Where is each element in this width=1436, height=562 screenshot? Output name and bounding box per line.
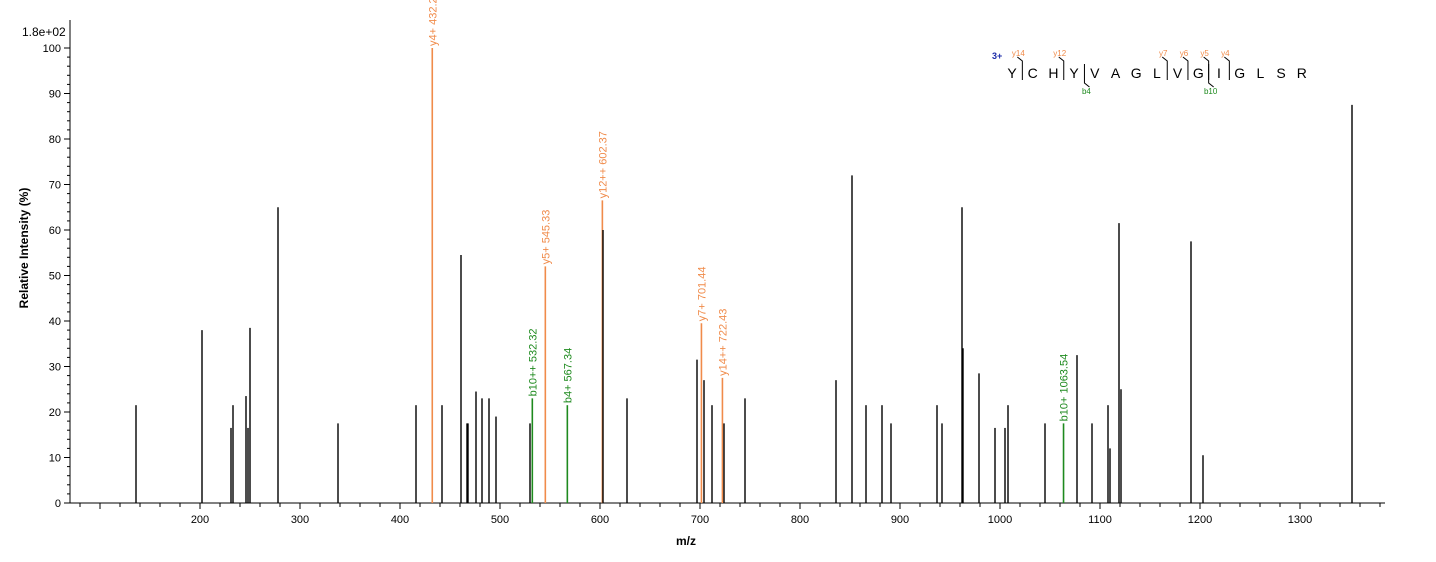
x-tick-label: 400 [391, 514, 409, 526]
x-tick-label: 200 [191, 514, 209, 526]
y-ion-peak-label: y5+ 545.33 [540, 210, 552, 265]
sequence-residue: A [1111, 65, 1121, 81]
b-ion-peak-label: b10+ 1063.54 [1059, 354, 1071, 422]
y-fragment-bracket [1161, 56, 1168, 80]
y-tick-label: 20 [49, 407, 61, 419]
y-tick-label: 40 [49, 316, 61, 328]
sequence-residue: R [1297, 65, 1307, 81]
x-tick-label: 500 [491, 514, 509, 526]
y-fragment-label: y7 [1159, 49, 1168, 58]
sequence-residue: S [1276, 65, 1285, 81]
x-axis-title: m/z [676, 534, 696, 548]
sequence-residue: G [1234, 65, 1245, 81]
y-fragment-bracket [1224, 56, 1230, 80]
y-tick-label: 100 [43, 43, 61, 55]
b-fragment-label: b10 [1204, 87, 1218, 96]
y-tick-label: 70 [49, 180, 61, 192]
y-fragment-label: y6 [1180, 49, 1189, 58]
sequence-residue: H [1048, 65, 1058, 81]
x-tick-label: 900 [891, 514, 909, 526]
y-ion-peak-label: y14++ 722.43 [717, 309, 729, 376]
sequence-residue: G [1131, 65, 1142, 81]
y-tick-label: 0 [55, 498, 61, 510]
sequence-residue: G [1193, 65, 1204, 81]
y-tick-label: 30 [49, 362, 61, 374]
y-fragment-bracket [1182, 56, 1189, 80]
charge-state-label: 3+ [992, 51, 1002, 61]
axes: 0 10 20 30 40 50 60 70 80 90 100 200 300 400 500 600 700… [43, 20, 1385, 526]
sequence-residue: L [1257, 65, 1265, 81]
b-fragment-label: b4 [1082, 87, 1091, 96]
y-ion-peak-label: y4+ 432.27 [427, 0, 439, 46]
y-fragment-bracket [1058, 56, 1065, 80]
y-tick-label: 60 [49, 225, 61, 237]
sequence-residue: C [1028, 65, 1038, 81]
b-fragment-bracket [1083, 64, 1090, 88]
y-fragment-label: y5 [1200, 49, 1209, 58]
intensity-scale-label: 1.8e+02 [22, 25, 66, 39]
sequence-residue: Y [1007, 65, 1017, 81]
y-fragment-label: y4 [1221, 49, 1230, 58]
y-fragment-bracket [1017, 56, 1023, 80]
y-ion-peak-label: y12++ 602.37 [597, 131, 609, 198]
y-fragment-bracket [1203, 56, 1210, 80]
y-fragment-label: y12 [1053, 49, 1066, 58]
sequence-residue: Y [1069, 65, 1079, 81]
b-ion-peak-label: b10++ 532.32 [527, 328, 539, 396]
y-tick-label: 90 [49, 89, 61, 101]
x-tick-label: 1300 [1288, 514, 1312, 526]
y-tick-label: 80 [49, 134, 61, 146]
sequence-residue: L [1153, 65, 1161, 81]
x-tick-label: 600 [591, 514, 609, 526]
y-axis-title: Relative Intensity (%) [17, 188, 31, 309]
x-tick-label: 1200 [1188, 514, 1212, 526]
x-tick-label: 1000 [988, 514, 1012, 526]
x-tick-label: 1100 [1088, 514, 1112, 526]
x-tick-label: 700 [691, 514, 709, 526]
peak-labels: y4+ 432.27 b10++ 532.32 y5+ 545.33 b4+ 567.… [427, 0, 1070, 421]
sequence-residue: V [1173, 65, 1183, 81]
x-tick-label: 300 [291, 514, 309, 526]
y-ion-peak-label: y7+ 701.44 [696, 267, 708, 322]
b-fragment-bracket [1208, 64, 1214, 88]
y-tick-label: 10 [49, 453, 61, 465]
b-ion-peak-label: b4+ 567.34 [562, 348, 574, 403]
sequence-residue: I [1217, 65, 1221, 81]
y-tick-label: 50 [49, 271, 61, 283]
y-fragment-label: y14 [1012, 49, 1025, 58]
sequence-residue: V [1090, 65, 1100, 81]
x-tick-label: 800 [791, 514, 809, 526]
peaks [135, 48, 1353, 503]
